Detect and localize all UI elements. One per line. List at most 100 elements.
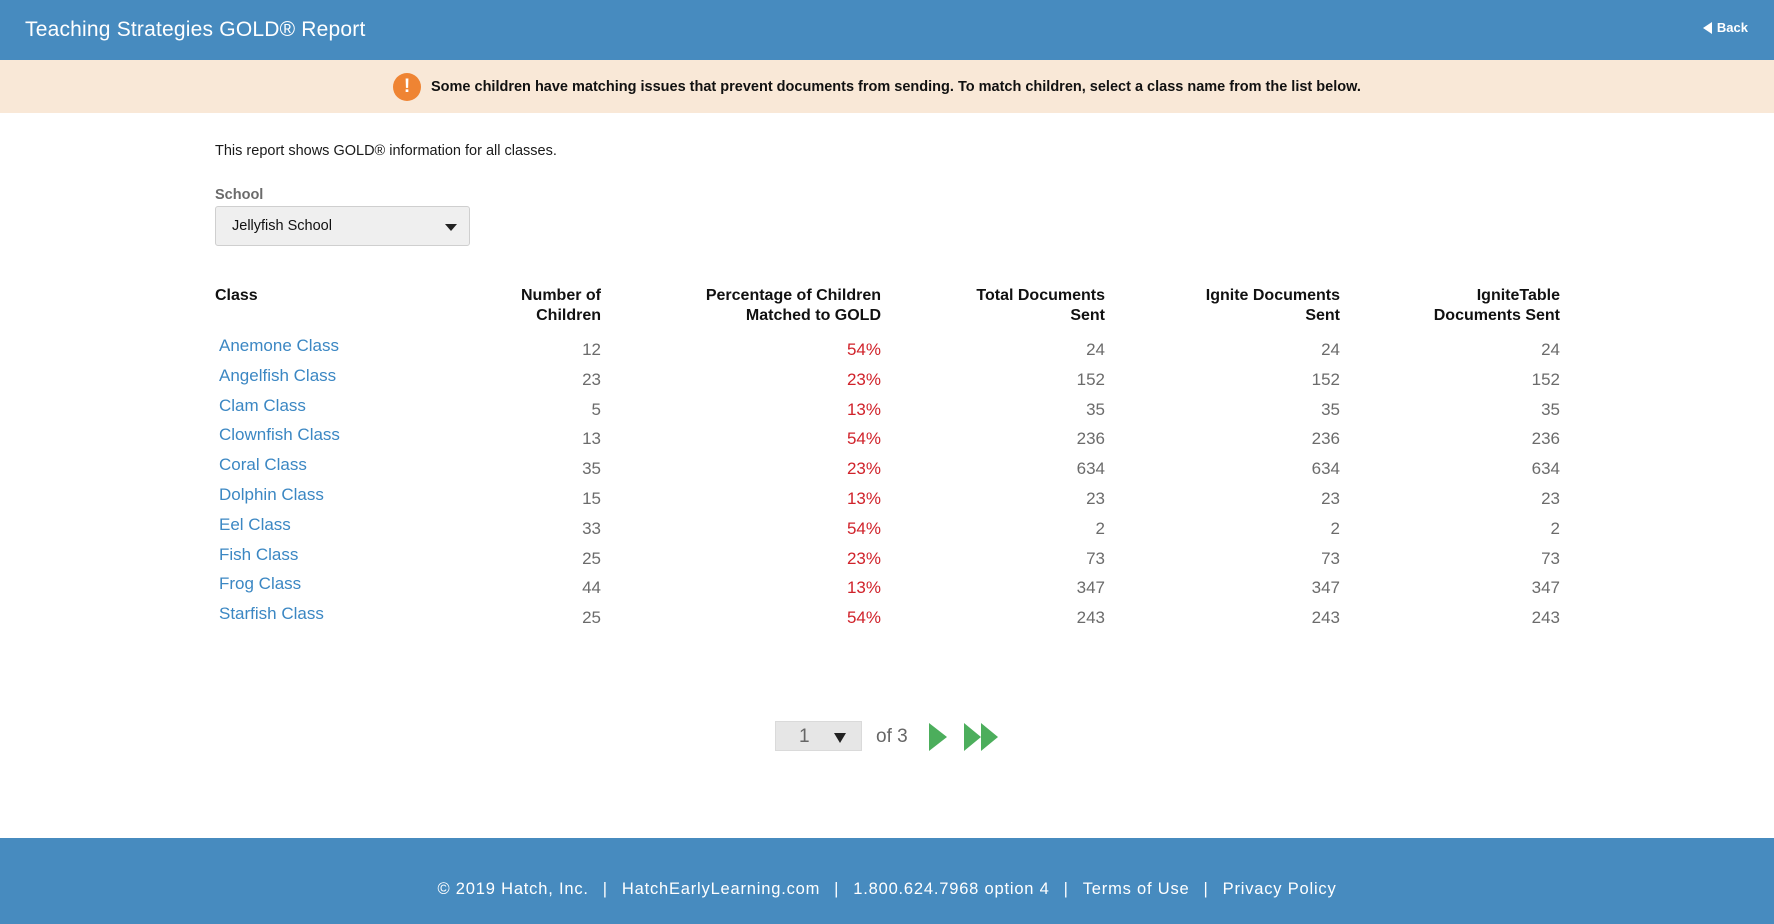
class-link[interactable]: Frog Class: [219, 574, 302, 594]
table-row: Clam Class 5 13% 35 35 35: [0, 396, 1774, 426]
class-link[interactable]: Anemone Class: [219, 336, 340, 355]
table-row: Eel Class 33 54% 2 2 2: [0, 515, 1774, 545]
column-header-ignite-documents: Ignite Documents Sent: [1205, 287, 1340, 324]
class-link[interactable]: Clownfish Class: [219, 425, 340, 445]
header-bar: Teaching Strategies GOLD® Report Back: [0, 0, 1774, 60]
cell-total-documents: 24: [1086, 340, 1105, 359]
cell-ignite-documents: 24: [1321, 340, 1340, 359]
table-row: Anemone Class 12 54% 24 24 24: [0, 336, 1774, 366]
page-select[interactable]: 1: [775, 721, 862, 751]
cell-total-documents: 152: [1076, 369, 1105, 389]
class-link[interactable]: Clam Class: [219, 395, 306, 415]
class-link[interactable]: Eel Class: [219, 514, 291, 534]
exclamation-icon: !: [393, 73, 421, 101]
cell-children: 15: [582, 489, 601, 508]
cell-ignitetable-documents: 236: [1531, 429, 1560, 449]
cell-ignitetable-documents: 2: [1550, 518, 1560, 538]
next-page-play-icon[interactable]: [929, 723, 947, 751]
last-page-fast-forward-icon[interactable]: [964, 723, 1000, 751]
footer: © 2019 Hatch, Inc. | HatchEarlyLearning.co…: [0, 838, 1774, 924]
report-description: This report shows GOLD® information for …: [215, 143, 557, 159]
footer-phone-link[interactable]: 1.800.624.7968 option 4: [853, 880, 1050, 898]
cell-total-documents: 236: [1076, 429, 1105, 449]
school-label: School: [215, 187, 264, 203]
back-label: Back: [1716, 20, 1748, 35]
cell-ignite-documents: 2: [1330, 518, 1340, 538]
cell-percentage: 54%: [846, 608, 881, 628]
cell-children: 33: [582, 518, 601, 538]
cell-ignite-documents: 35: [1321, 399, 1340, 419]
cell-children: 25: [582, 608, 601, 628]
footer-separator: |: [1203, 880, 1209, 898]
page-title: Teaching Strategies GOLD® Report: [25, 18, 366, 41]
cell-ignitetable-documents: 23: [1541, 489, 1560, 508]
table-row: Starfish Class 25 54% 243 243 243: [0, 604, 1774, 634]
cell-total-documents: 73: [1086, 548, 1105, 568]
back-button[interactable]: Back: [1702, 20, 1748, 35]
cell-children: 12: [582, 340, 601, 359]
table-row: Dolphin Class 15 13% 23 23 23: [0, 485, 1774, 515]
cell-percentage: 54%: [846, 429, 881, 449]
column-header-percentage: Percentage of Children Matched to GOLD: [705, 287, 881, 324]
table-row: Coral Class 35 23% 634 634 634: [0, 455, 1774, 485]
school-select-value: Jellyfish School: [232, 218, 332, 234]
cell-percentage: 13%: [846, 399, 881, 419]
class-link[interactable]: Fish Class: [219, 544, 299, 564]
cell-ignitetable-documents: 73: [1541, 548, 1560, 568]
table-row: Clownfish Class 13 54% 236 236 236: [0, 425, 1774, 455]
column-header-total-documents: Total Documents Sent: [976, 287, 1105, 324]
column-header-ignitetable-documents: IgniteTable Documents Sent: [1433, 287, 1560, 324]
back-arrow-icon: [1702, 21, 1712, 34]
class-link[interactable]: Angelfish Class: [219, 365, 337, 385]
cell-percentage: 23%: [846, 548, 881, 568]
alert-banner: ! Some children have matching issues tha…: [0, 60, 1774, 113]
cell-ignite-documents: 243: [1311, 608, 1340, 628]
footer-separator: |: [1063, 880, 1069, 898]
cell-ignitetable-documents: 24: [1541, 340, 1560, 359]
cell-ignitetable-documents: 243: [1531, 608, 1560, 628]
cell-children: 23: [582, 369, 601, 389]
footer-separator: |: [834, 880, 840, 898]
class-link[interactable]: Coral Class: [219, 455, 307, 475]
cell-total-documents: 35: [1086, 399, 1105, 419]
table-row: Fish Class 25 23% 73 73 73: [0, 545, 1774, 575]
page-select-value: 1: [799, 726, 810, 747]
cell-total-documents: 347: [1076, 578, 1105, 598]
cell-ignitetable-documents: 347: [1531, 578, 1560, 598]
chevron-down-icon: [445, 224, 457, 231]
footer-terms-link[interactable]: Terms of Use: [1082, 880, 1190, 898]
cell-children: 44: [582, 578, 601, 598]
cell-ignite-documents: 73: [1321, 548, 1340, 568]
class-link[interactable]: Starfish Class: [219, 604, 324, 624]
class-link[interactable]: Dolphin Class: [219, 485, 324, 504]
cell-children: 13: [582, 429, 601, 449]
footer-separator: |: [602, 880, 608, 898]
cell-total-documents: 634: [1076, 459, 1105, 479]
cell-percentage: 54%: [846, 518, 881, 538]
cell-percentage: 13%: [846, 578, 881, 598]
school-select[interactable]: Jellyfish School: [215, 206, 470, 246]
column-header-class: Class: [215, 287, 258, 304]
column-header-children: Number of Children: [521, 287, 601, 324]
alert-message: Some children have matching issues that …: [431, 79, 1361, 95]
table-row: Angelfish Class 23 23% 152 152 152: [0, 366, 1774, 396]
cell-ignitetable-documents: 152: [1531, 369, 1560, 389]
cell-ignite-documents: 236: [1311, 429, 1340, 449]
cell-children: 35: [582, 459, 601, 479]
footer-privacy-link[interactable]: Privacy Policy: [1222, 880, 1337, 898]
cell-percentage: 54%: [846, 340, 881, 359]
cell-ignite-documents: 634: [1311, 459, 1340, 479]
cell-children: 5: [591, 399, 601, 419]
cell-ignite-documents: 152: [1311, 369, 1340, 389]
cell-percentage: 23%: [846, 369, 881, 389]
cell-total-documents: 23: [1086, 489, 1105, 508]
cell-percentage: 13%: [846, 489, 881, 508]
footer-website-link[interactable]: HatchEarlyLearning.com: [621, 880, 821, 898]
chevron-down-icon: [834, 733, 846, 743]
cell-total-documents: 243: [1076, 608, 1105, 628]
table-row: Frog Class 44 13% 347 347 347: [0, 574, 1774, 604]
cell-ignite-documents: 347: [1311, 578, 1340, 598]
cell-ignite-documents: 23: [1321, 489, 1340, 508]
cell-ignitetable-documents: 634: [1531, 459, 1560, 479]
page-count: of 3: [876, 726, 908, 747]
